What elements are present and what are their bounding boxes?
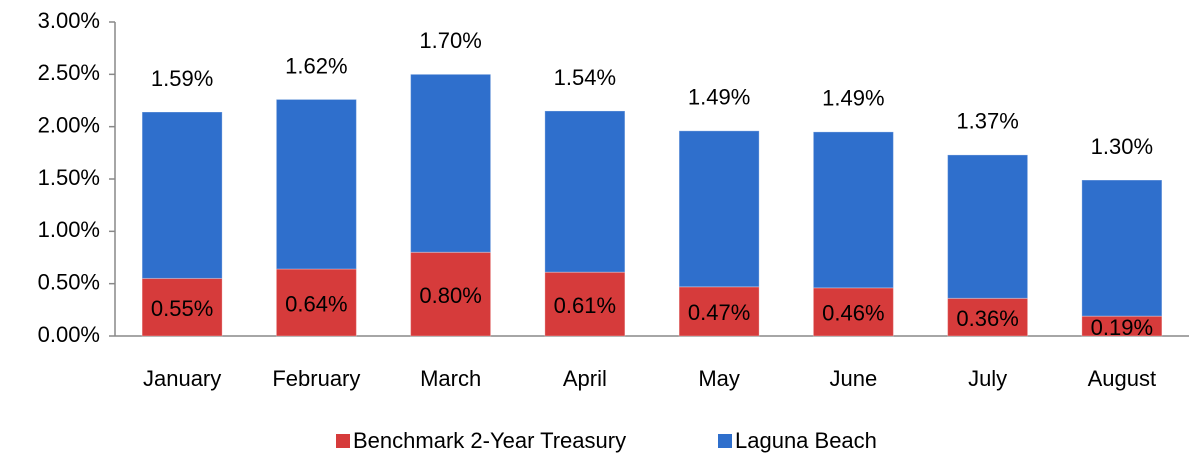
x-tick-label: March	[420, 366, 481, 391]
bar-segment	[812, 287, 894, 337]
bar-segment	[947, 154, 1029, 299]
x-tick-label: April	[563, 366, 607, 391]
data-label: 1.70%	[419, 28, 481, 53]
x-tick-label: February	[272, 366, 360, 391]
bar-segment	[544, 110, 626, 273]
bar-segment	[410, 73, 492, 253]
data-label: 1.37%	[956, 109, 1018, 134]
data-label: 1.62%	[285, 53, 347, 78]
x-tick-label: June	[830, 366, 878, 391]
x-tick-label: August	[1088, 366, 1157, 391]
bar-segment	[1081, 179, 1163, 317]
legend-label: Benchmark 2-Year Treasury	[353, 428, 626, 453]
bar-segment	[275, 268, 357, 337]
bar-segment	[141, 277, 223, 337]
data-label: 1.49%	[688, 85, 750, 110]
data-label: 0.64%	[285, 291, 347, 316]
bar-segment	[812, 131, 894, 289]
y-tick-label: 2.00%	[38, 112, 100, 137]
legend-label: Laguna Beach	[735, 428, 877, 453]
data-label: 0.47%	[688, 300, 750, 325]
data-label: 0.36%	[956, 306, 1018, 331]
data-label: 0.46%	[822, 301, 884, 326]
bar-segment	[275, 98, 357, 270]
data-label: 1.30%	[1091, 134, 1153, 159]
data-label: 0.19%	[1091, 315, 1153, 340]
bar-segment	[544, 271, 626, 337]
y-tick-label: 0.00%	[38, 322, 100, 347]
legend-swatch	[718, 434, 732, 448]
y-tick-label: 0.50%	[38, 269, 100, 294]
x-tick-label: July	[968, 366, 1007, 391]
y-tick-label: 2.50%	[38, 60, 100, 85]
legend-swatch	[336, 434, 350, 448]
bar-segment	[678, 286, 760, 337]
x-tick-label: January	[143, 366, 221, 391]
bar-segment	[678, 130, 760, 288]
data-label: 0.61%	[554, 293, 616, 318]
bar-segment	[141, 111, 223, 279]
data-label: 1.59%	[151, 66, 213, 91]
data-label: 0.55%	[151, 296, 213, 321]
y-tick-label: 1.00%	[38, 217, 100, 242]
data-label: 1.54%	[554, 65, 616, 90]
x-tick-label: May	[698, 366, 740, 391]
y-tick-label: 3.00%	[38, 8, 100, 33]
data-label: 0.80%	[419, 283, 481, 308]
bar-segment	[410, 251, 492, 337]
y-tick-label: 1.50%	[38, 165, 100, 190]
data-label: 1.49%	[822, 86, 884, 111]
